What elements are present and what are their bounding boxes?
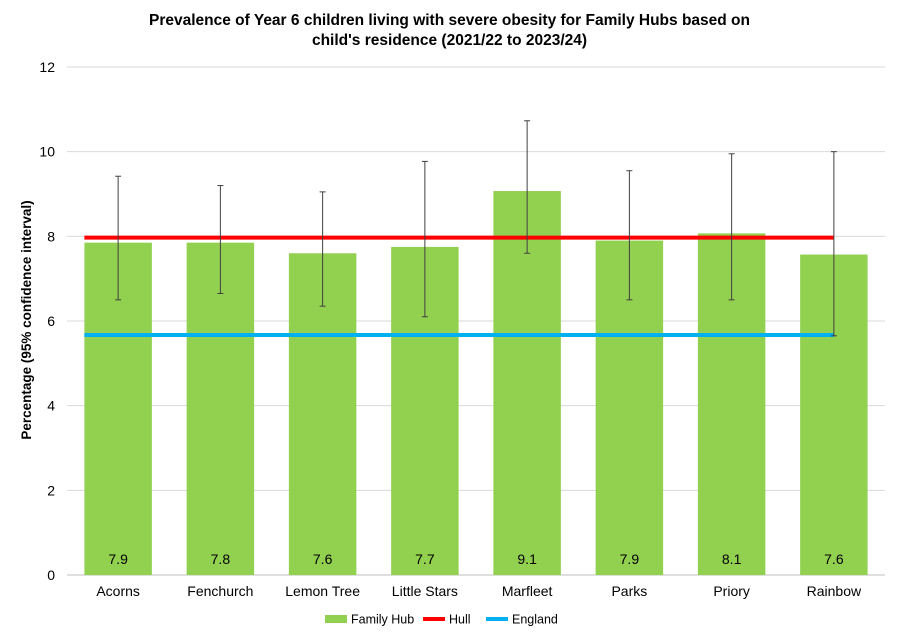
y-tick-label-4: 4 [47, 398, 55, 414]
data-label-priory: 8.1 [722, 551, 742, 567]
x-tick-label-parks: Parks [611, 583, 647, 599]
data-label-lemon-tree: 7.6 [313, 551, 333, 567]
error-bars-layer [115, 120, 837, 337]
chart-title-line-2: child's residence (2021/22 to 2023/24) [312, 32, 587, 49]
y-tick-label-12: 12 [39, 59, 55, 75]
y-tick-label-8: 8 [47, 228, 55, 244]
y-tick-label-2: 2 [47, 482, 55, 498]
x-tick-label-lemon-tree: Lemon Tree [285, 583, 360, 599]
data-label-little-stars: 7.7 [415, 551, 435, 567]
legend-swatch-family-hub [325, 615, 347, 623]
legend-label-england: England [512, 613, 558, 627]
data-label-parks: 7.9 [620, 551, 640, 567]
bar-lemon-tree [288, 253, 357, 575]
bar-marfleet [493, 191, 561, 575]
legend: Family Hub Hull England [325, 613, 558, 627]
x-tick-label-priory: Priory [713, 583, 750, 599]
x-tick-label-little-stars: Little Stars [392, 583, 458, 599]
legend-label-hull: Hull [449, 613, 471, 627]
x-tick-label-rainbow: Rainbow [807, 583, 862, 599]
data-label-marfleet: 9.1 [517, 551, 537, 567]
labels-layer: 7.9 Acorns 7.8 Fenchurch 7.6 Lemon Tree 7.7 Lit… [96, 551, 862, 599]
chart-title-line-1: Prevalence of Year 6 children living wit… [149, 12, 750, 29]
reference-lines-layer [84, 235, 834, 337]
x-tick-label-acorns: Acorns [96, 583, 140, 599]
x-tick-label-fenchurch: Fenchurch [187, 583, 253, 599]
bars-layer [84, 191, 868, 576]
x-tick-label-marfleet: Marfleet [502, 583, 553, 599]
bar-fenchurch [186, 242, 255, 575]
data-label-acorns: 7.9 [108, 551, 128, 567]
legend-label-family-hub: Family Hub [351, 613, 414, 627]
y-axis-label: Percentage (95% confidence interval) [19, 200, 34, 439]
y-tick-label-10: 10 [39, 144, 55, 160]
y-tick-label-6: 6 [47, 313, 55, 329]
data-label-fenchurch: 7.8 [211, 551, 231, 567]
data-label-rainbow: 7.6 [824, 551, 844, 567]
y-tick-label-0: 0 [47, 567, 55, 583]
